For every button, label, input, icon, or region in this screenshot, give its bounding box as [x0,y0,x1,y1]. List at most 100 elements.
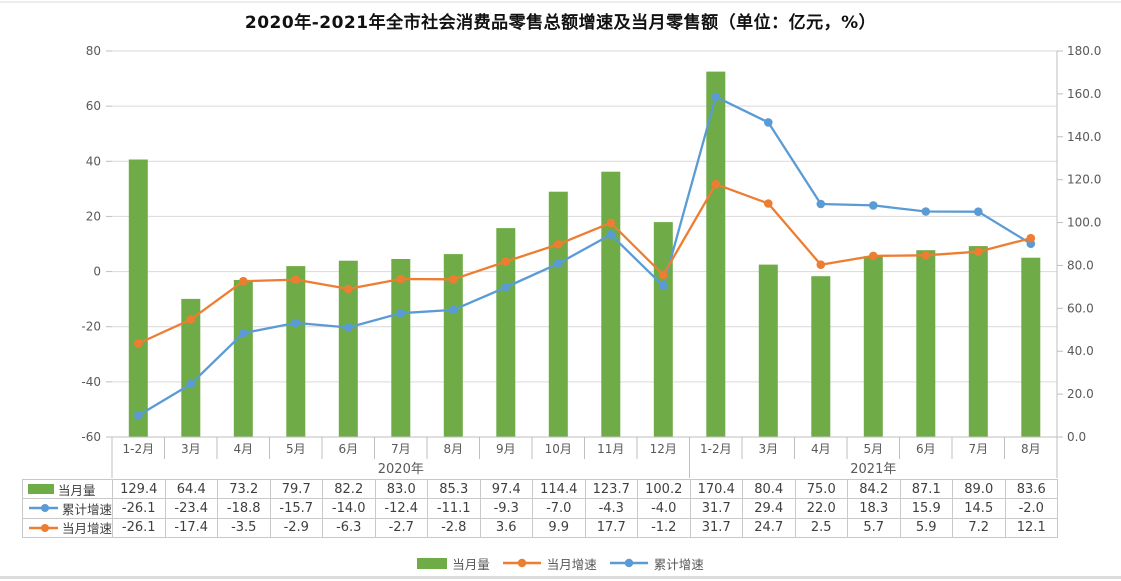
x-axis-month-label: 7月 [968,442,988,456]
table-cell: 5.9 [900,518,953,538]
data-point [396,274,406,284]
right-axis-tick: 20.0 [1067,387,1094,401]
table-cell: 7.2 [953,518,1006,538]
table-cell: 31.7 [690,518,743,538]
table-cell: -15.7 [270,499,323,519]
x-axis-month-label: 12月 [650,442,677,456]
x-axis-month-label: 11月 [597,442,624,456]
data-point [869,201,878,210]
data-point [239,276,248,286]
table-cell: 83.0 [375,480,428,500]
x-axis-month-label: 7月 [391,442,411,456]
data-point [816,260,826,270]
right-axis-tick: 40.0 [1067,344,1094,358]
table-cell: -26.1 [113,499,166,519]
data-point [449,305,458,315]
table-cell: 14.5 [953,499,1006,519]
data-point [554,259,563,268]
data-point [1026,233,1036,243]
x-axis-month-label: 3月 [181,442,201,456]
legend-line-swatch [29,504,58,513]
bar [706,71,726,437]
table-cell: -3.5 [218,518,271,538]
table-cell: 79.7 [270,480,323,500]
left-axis-tick: -60 [81,430,101,444]
x-axis-month-label: 1-2月 [700,442,732,456]
x-axis-month-label: 9月 [496,442,516,456]
data-point [764,199,773,208]
table-row-label: 当月量 [58,482,96,498]
bar [968,246,988,437]
right-axis: 180.0 160.0 140.0 120.0 100.0 80.0 60.0 40.0 20.… [1057,44,1101,444]
table-cell: 12.1 [1005,518,1058,538]
table-cell: 123.7 [585,480,638,500]
x-axis-month-label: 10月 [545,442,572,456]
line-series-cumulative-growth [134,92,1036,420]
bottom-divider [0,576,1121,579]
data-point [449,275,458,284]
data-point [869,251,878,261]
table-cell: 18.3 [848,499,901,519]
x-axis-month-label: 8月 [443,442,463,456]
left-axis-tick: -20 [81,320,101,334]
table-cell: -2.9 [270,518,323,538]
data-point [344,284,353,294]
table-cell: -6.3 [323,518,376,538]
bar [758,264,778,437]
bar [181,298,201,437]
table-cell: -2.0 [1005,499,1058,519]
bar [443,254,463,437]
table-cell: 5.7 [848,518,901,538]
table-cell: -14.0 [323,499,376,519]
table-cell: -17.4 [165,518,218,538]
data-point [501,283,511,292]
left-axis-tick: 40 [86,154,101,168]
x-axis-month-label: 5月 [863,442,883,456]
data-point [921,207,931,216]
table-cell: 17.7 [585,518,638,538]
table-cell: 3.6 [480,518,533,538]
data-point [921,251,931,260]
right-axis-tick: 140.0 [1067,130,1101,144]
x-axis-month-label: 8月 [1021,442,1041,456]
table-cell: 15.9 [900,499,953,519]
table-cell: 2.5 [795,518,848,538]
bar [391,259,411,437]
table-cell: 87.1 [900,480,953,500]
x-axis-month-label: 4月 [811,442,831,456]
axis-lines [112,51,1058,438]
data-point [239,328,248,338]
bar [233,280,253,437]
right-axis-tick: 60.0 [1067,301,1094,315]
data-point [396,308,406,318]
data-point [134,339,143,348]
data-point [764,118,773,127]
right-axis-tick: 120.0 [1067,173,1101,187]
data-point [501,257,511,266]
bar [653,222,673,437]
table-cell: 82.2 [323,480,376,500]
data-point [974,207,983,216]
table-cell: 73.2 [218,480,271,500]
data-point [606,218,616,228]
data-point [974,247,983,256]
table-row-header: 累计增速 [23,499,113,519]
bar [338,260,358,437]
data-point [291,318,301,328]
right-axis-tick: 80.0 [1067,258,1094,272]
table-cell: 75.0 [795,480,848,500]
table-cell: -7.0 [533,499,586,519]
table-cell: -23.4 [165,499,218,519]
legend-line-swatch [609,558,648,568]
right-axis-tick: 160.0 [1067,87,1101,101]
table-cell: 100.2 [638,480,691,500]
left-axis-tick: 80 [86,44,101,58]
table-cell: 24.7 [743,518,796,538]
data-table: 当月量 129.4 64.4 73.2 79.7 82.2 83.0 85.3 97.4 114.… [22,479,1058,538]
left-axis-tick: 20 [86,209,101,223]
data-point [711,92,721,102]
x-axis-year-label: 2020年 [378,462,424,477]
x-axis-year-label: 2021年 [850,462,896,477]
